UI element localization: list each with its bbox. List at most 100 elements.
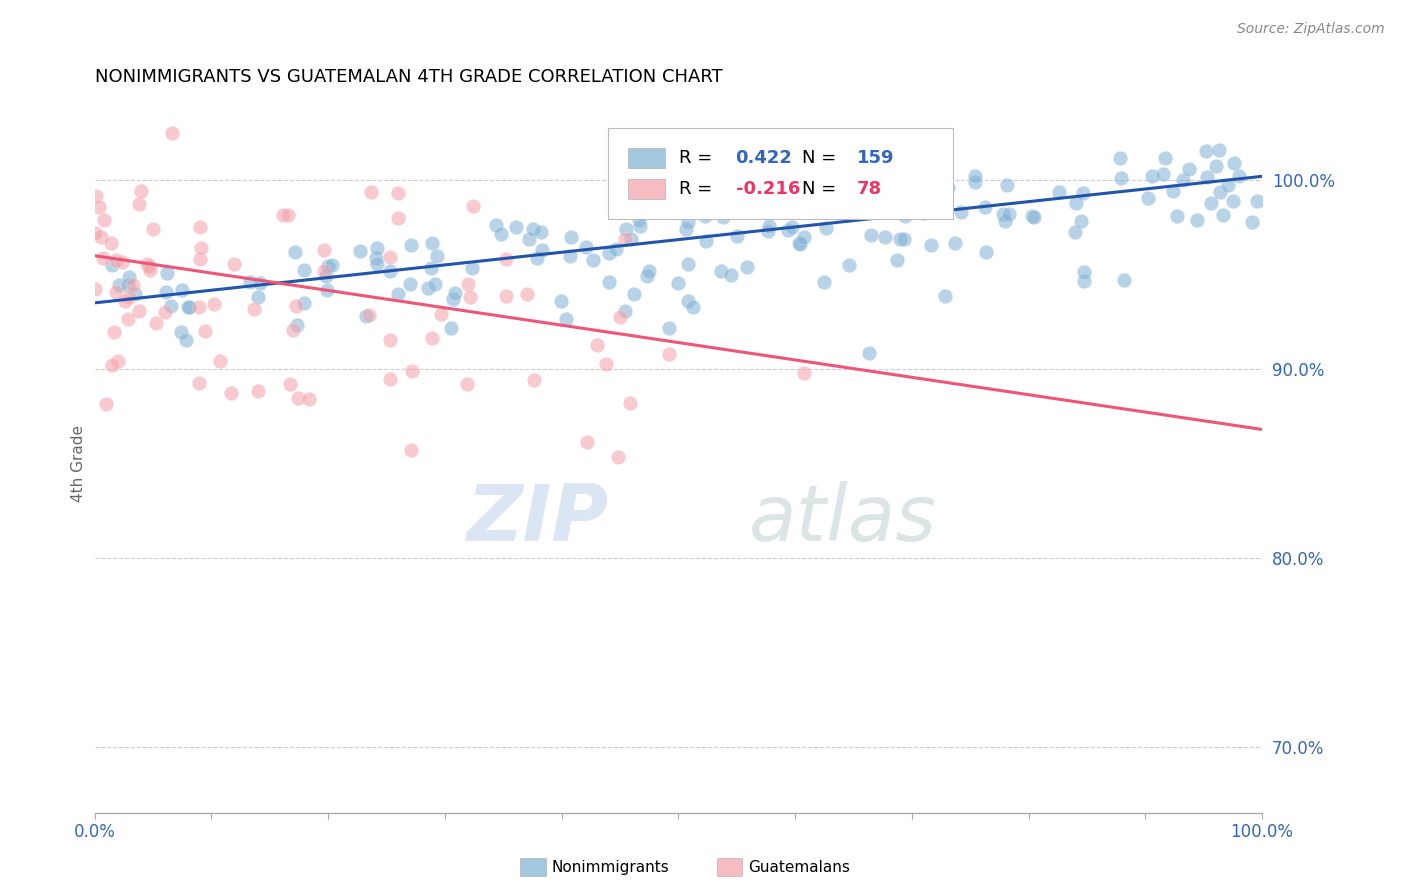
Point: [789, 236, 811, 251]
Point: [247, 290, 270, 304]
Point: [101, 258, 124, 272]
Point: [858, 346, 880, 360]
Point: [312, 264, 335, 278]
Point: [866, 198, 889, 212]
Point: [128, 196, 150, 211]
Point: [814, 220, 837, 235]
Point: [1136, 191, 1159, 205]
Point: [441, 292, 464, 306]
Point: [778, 223, 800, 237]
Point: [170, 325, 193, 339]
Point: [1201, 195, 1223, 210]
Point: [107, 354, 129, 368]
Point: [995, 178, 1018, 193]
Point: [188, 252, 211, 266]
Point: [387, 186, 409, 201]
Point: [209, 354, 232, 368]
Point: [619, 396, 641, 410]
Point: [613, 232, 636, 246]
Point: [321, 258, 343, 272]
Point: [505, 219, 527, 234]
Point: [517, 232, 540, 246]
FancyBboxPatch shape: [609, 128, 953, 219]
Point: [614, 304, 637, 318]
Point: [710, 264, 733, 278]
Point: [620, 232, 643, 246]
Point: [1109, 151, 1132, 165]
Point: [1222, 156, 1244, 170]
Point: [457, 277, 479, 291]
Point: [170, 283, 193, 297]
Bar: [628, 179, 665, 199]
Point: [628, 219, 651, 233]
Point: [526, 251, 548, 265]
Point: [880, 180, 903, 194]
Point: [522, 373, 544, 387]
Point: [356, 309, 378, 323]
Point: [920, 238, 942, 252]
Point: [495, 288, 517, 302]
Point: [360, 185, 382, 199]
Point: [716, 201, 738, 215]
Point: [901, 196, 924, 211]
Point: [440, 321, 463, 335]
Point: [943, 235, 966, 250]
Point: [1047, 185, 1070, 199]
Point: [856, 201, 879, 215]
Point: [934, 289, 956, 303]
Text: N =: N =: [801, 180, 842, 198]
Point: [194, 324, 217, 338]
Point: [399, 238, 422, 252]
Point: [868, 167, 890, 181]
Point: [1140, 169, 1163, 184]
Point: [889, 232, 911, 246]
Point: [387, 287, 409, 301]
Point: [657, 347, 679, 361]
Point: [429, 307, 451, 321]
Point: [495, 252, 517, 267]
Point: [636, 268, 658, 283]
Point: [111, 255, 134, 269]
Point: [118, 270, 141, 285]
Point: [1064, 225, 1087, 239]
Point: [873, 230, 896, 244]
Point: [489, 227, 512, 242]
Point: [104, 285, 127, 300]
Point: [793, 366, 815, 380]
Point: [420, 261, 443, 276]
Point: [1112, 273, 1135, 287]
Point: [281, 323, 304, 337]
Point: [1154, 151, 1177, 165]
Point: [665, 202, 688, 217]
Point: [202, 297, 225, 311]
Point: [793, 230, 815, 244]
Bar: [628, 148, 665, 168]
Text: Source: ZipAtlas.com: Source: ZipAtlas.com: [1237, 22, 1385, 37]
Point: [1205, 159, 1227, 173]
Point: [287, 391, 309, 405]
Point: [96, 397, 118, 411]
Point: [84, 189, 107, 203]
Point: [364, 251, 387, 265]
Point: [1197, 169, 1219, 184]
Point: [90, 229, 112, 244]
Point: [107, 277, 129, 292]
Point: [963, 175, 986, 189]
Point: [359, 308, 381, 322]
Point: [658, 321, 681, 335]
Point: [1152, 167, 1174, 181]
Point: [1073, 274, 1095, 288]
Text: Nonimmigrants: Nonimmigrants: [551, 860, 669, 874]
Point: [789, 236, 811, 251]
Point: [315, 284, 337, 298]
Point: [1109, 170, 1132, 185]
Point: [103, 325, 125, 339]
Point: [893, 231, 915, 245]
Point: [93, 212, 115, 227]
Point: [693, 209, 716, 223]
Point: [780, 219, 803, 234]
Point: [1246, 194, 1268, 208]
Text: NONIMMIGRANTS VS GUATEMALAN 4TH GRADE CORRELATION CHART: NONIMMIGRANTS VS GUATEMALAN 4TH GRADE CO…: [94, 68, 723, 86]
Point: [1071, 186, 1094, 200]
Point: [550, 294, 572, 309]
